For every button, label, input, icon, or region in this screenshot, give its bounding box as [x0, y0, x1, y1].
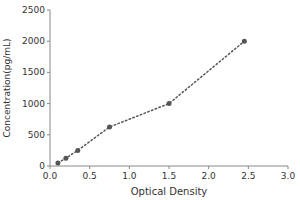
- data-point: [107, 125, 112, 130]
- y-tick-label: 2000: [22, 36, 45, 46]
- x-tick: [288, 166, 289, 169]
- y-tick-label: 1500: [22, 67, 45, 77]
- plot-area: [55, 39, 246, 166]
- x-axis: 0.0 0.5 1.0 1.5 2.0 2.5 3.0 Optical Density: [43, 166, 296, 197]
- data-line: [58, 41, 244, 163]
- x-tick: [89, 166, 90, 169]
- chart-svg: 0.0 0.5 1.0 1.5 2.0 2.5 3.0 Optical Density 0 500…: [0, 0, 300, 200]
- data-point: [242, 39, 247, 44]
- x-tick: [248, 166, 249, 169]
- x-tick-label: 1.5: [162, 171, 176, 181]
- y-axis-line: [50, 10, 51, 166]
- data-point: [75, 148, 80, 153]
- y-axis-label: Concentration(pg/mL): [2, 39, 12, 138]
- x-tick-label: 3.0: [281, 171, 296, 181]
- chart: 0.0 0.5 1.0 1.5 2.0 2.5 3.0 Optical Density 0 500…: [0, 0, 300, 200]
- x-tick: [129, 166, 130, 169]
- x-tick-label: 0.0: [43, 171, 58, 181]
- y-tick-label: 0: [39, 161, 45, 171]
- x-tick-label: 2.0: [202, 171, 217, 181]
- y-tick: [47, 72, 50, 73]
- y-tick: [47, 103, 50, 104]
- data-point: [55, 160, 60, 165]
- y-tick: [47, 166, 50, 167]
- y-tick-label: 500: [28, 130, 45, 140]
- x-tick: [208, 166, 209, 169]
- data-point: [167, 101, 172, 106]
- x-tick-label: 2.5: [241, 171, 255, 181]
- x-axis-label: Optical Density: [131, 186, 208, 197]
- x-tick-label: 1.0: [122, 171, 137, 181]
- x-tick-label: 0.5: [83, 171, 97, 181]
- data-point: [63, 156, 68, 161]
- y-tick: [47, 134, 50, 135]
- y-axis: 0 500 1000 1500 2000 2500 Concentration(pg/mL): [2, 5, 50, 171]
- y-tick-label: 2500: [22, 5, 45, 15]
- y-tick-label: 1000: [22, 99, 45, 109]
- x-tick: [169, 166, 170, 169]
- page: {"chart_data": {"type": "line", "xlabel"…: [0, 0, 300, 200]
- y-tick: [47, 41, 50, 42]
- y-tick: [47, 10, 50, 11]
